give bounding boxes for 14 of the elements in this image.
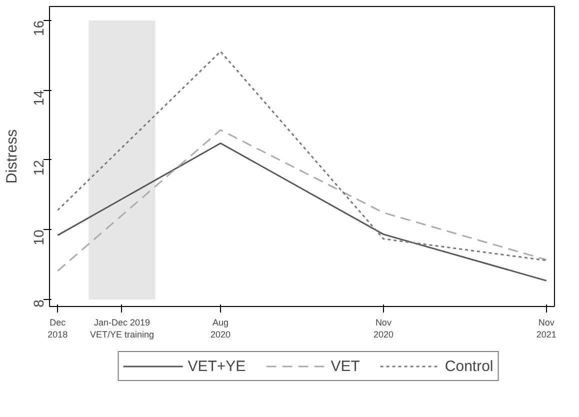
- y-tick-label: 10: [30, 230, 46, 246]
- y-tick-label: 14: [30, 90, 46, 106]
- y-axis-title: Distress: [4, 129, 20, 184]
- legend-label: VET: [330, 358, 360, 374]
- x-tick-label: Aug 2020: [210, 318, 231, 340]
- y-tick-label: 16: [30, 20, 46, 36]
- y-tick-label: 8: [30, 299, 46, 308]
- legend-label: VET+YE: [188, 358, 246, 374]
- x-tick-label: Nov 2020: [373, 318, 394, 340]
- x-tick-label: Dec 2018: [48, 318, 68, 340]
- y-tick-label: 12: [30, 160, 46, 176]
- x-tick-label: Nov 2021: [536, 318, 556, 340]
- band-label: Jan-Dec 2019 VET/YE training: [90, 318, 154, 340]
- legend-label: Control: [444, 358, 494, 374]
